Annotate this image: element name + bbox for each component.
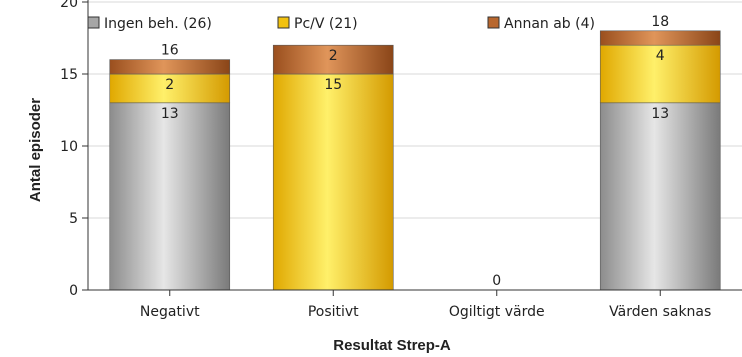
y-tick-label: 5 bbox=[69, 211, 78, 227]
bar-segment bbox=[599, 102, 721, 291]
bar-segment bbox=[272, 44, 394, 75]
data-labels: 13 2 16 15 2 0 13 4 18 bbox=[161, 14, 669, 289]
legend-swatch bbox=[277, 16, 290, 29]
y-tick-label: 10 bbox=[60, 139, 78, 155]
legend: Ingen beh. (26) Pc/V (21) Annan ab (4) bbox=[87, 16, 595, 32]
legend-swatch bbox=[87, 16, 100, 29]
legend-label: Pc/V (21) bbox=[294, 16, 358, 32]
total-value-label: 18 bbox=[651, 14, 669, 30]
bar-segment bbox=[599, 44, 721, 104]
bars bbox=[109, 30, 721, 291]
x-tick-label: Negativt bbox=[140, 304, 200, 320]
bar-segment bbox=[109, 73, 231, 104]
legend-label: Ingen beh. (26) bbox=[104, 16, 212, 32]
segment-value-label: 2 bbox=[165, 77, 174, 93]
x-tick-label: Värden saknas bbox=[609, 304, 711, 320]
bar-segment bbox=[272, 73, 394, 291]
segment-value-label: 15 bbox=[324, 77, 342, 93]
y-tick-label: 20 bbox=[60, 0, 78, 11]
total-value-label: 16 bbox=[161, 43, 179, 59]
y-tick-label: 15 bbox=[60, 67, 78, 83]
x-axis-title: Resultat Strep-A bbox=[333, 337, 451, 354]
segment-value-label: 13 bbox=[161, 106, 179, 122]
segment-value-label: 2 bbox=[329, 48, 338, 64]
x-tick-label: Positivt bbox=[308, 304, 359, 320]
segment-value-label: 13 bbox=[651, 106, 669, 122]
legend-label: Annan ab (4) bbox=[504, 16, 595, 32]
bar-segment bbox=[109, 102, 231, 291]
bar-segment bbox=[599, 30, 721, 46]
x-tick-label: Ogiltigt värde bbox=[449, 304, 545, 320]
total-value-label: 0 bbox=[492, 273, 501, 289]
bar-segment bbox=[109, 59, 231, 75]
y-axis-title: Antal episoder bbox=[27, 98, 44, 202]
segment-value-label: 4 bbox=[656, 48, 665, 64]
y-tick-label: 0 bbox=[69, 283, 78, 299]
legend-swatch bbox=[487, 16, 500, 29]
